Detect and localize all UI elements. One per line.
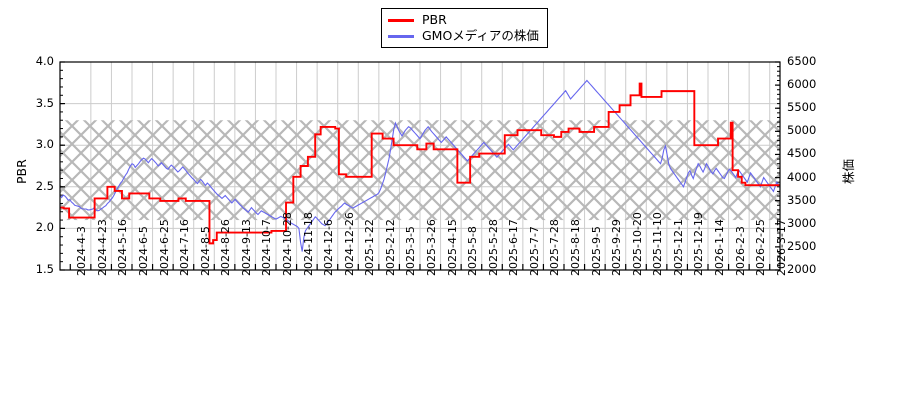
y-axis-right-tick: 2500	[787, 238, 817, 253]
legend-label-stock: GMOメディアの株価	[422, 28, 539, 43]
x-axis-tick-label: 2025-5-28	[486, 219, 500, 276]
y-axis-right-tick: 6000	[787, 77, 817, 92]
x-axis-tick-label: 2025-2-12	[383, 219, 397, 276]
series-line-pbr	[60, 82, 780, 245]
x-axis-tick-label: 2025-9-29	[610, 219, 624, 276]
y-axis-left-tick: 2.0	[35, 220, 54, 235]
y-axis-right-tick: 2000	[787, 262, 817, 276]
x-axis-tick-label: 2024-6-5	[137, 226, 150, 276]
legend-label-pbr: PBR	[422, 12, 447, 27]
series-line-stock	[59, 79, 781, 252]
x-axis-tick-label: 2024-4-23	[95, 219, 109, 276]
x-axis-tick-label: 2025-6-17	[507, 219, 521, 276]
x-axis-tick-label: 2024-10-28	[281, 212, 294, 276]
x-axis-tick-label: 2025-11-10	[651, 212, 665, 276]
plot-frame	[59, 61, 781, 271]
y-axis-right-tick: 3000	[787, 215, 817, 230]
x-axis-tick-label: 2025-12-1	[671, 219, 685, 276]
x-axis-tick-label: 2024-4-3	[75, 226, 89, 276]
y-axis-right-tick: 3500	[787, 192, 817, 207]
x-axis-tick-label: 2025-5-8	[466, 226, 480, 276]
legend-swatch-stock	[388, 34, 414, 38]
y-axis-left-tick: 3.5	[35, 95, 54, 110]
x-axis-tick-label: 2025-7-28	[548, 219, 562, 276]
legend-entry-stock: GMOメディアの株価	[388, 28, 539, 44]
x-axis-tick-label: 2025-4-15	[445, 219, 459, 276]
x-axis-tick-label: 2024-9-13	[239, 219, 253, 276]
y-axis-right-tick: 4500	[787, 146, 817, 161]
y-axis-left-tick: 4.0	[35, 54, 54, 68]
y-axis-right-tick: 5000	[787, 123, 817, 138]
x-axis-tick-label: 2024-8-5	[198, 226, 212, 276]
x-axis-tick-label: 2024-11-18	[301, 212, 315, 276]
legend-swatch-pbr	[388, 18, 414, 22]
x-axis-tick-label: 2024-7-16	[178, 219, 192, 276]
x-axis-tick-label: 2024-10-7	[260, 219, 274, 276]
y-axis-left-tick: 3.0	[35, 137, 54, 152]
x-axis-tick-label: 2024-12-6	[322, 219, 336, 276]
legend-entry-pbr: PBR	[388, 12, 539, 28]
x-axis-tick-label: 2026-2-3	[733, 226, 747, 276]
y-axis-right-tick: 5500	[787, 100, 817, 115]
x-axis-tick-label: 2026-3-17	[774, 219, 788, 276]
x-axis-tick-label: 2026-1-14	[713, 219, 726, 276]
x-axis-tick-label: 2025-7-7	[527, 226, 541, 276]
y-axis-right-tick: 4000	[787, 169, 817, 184]
x-axis-tick-label: 2025-3-5	[404, 226, 418, 276]
x-axis-tick-label: 2026-2-25	[754, 219, 768, 276]
x-axis-tick-label: 2025-8-18	[569, 219, 582, 276]
y-axis-right-tick: 6500	[787, 54, 817, 68]
x-axis-tick-label: 2024-12-26	[342, 212, 356, 276]
x-axis-tick-label: 2024-6-25	[157, 219, 171, 276]
x-axis-tick-label: 2025-12-19	[692, 212, 706, 276]
x-axis-tick-label: 2025-9-5	[589, 226, 603, 276]
x-axis-tick-label: 2025-3-26	[425, 219, 438, 276]
x-axis-tick-label: 2024-8-26	[219, 219, 233, 276]
x-axis-tick-label: 2025-10-20	[630, 212, 644, 276]
chart-legend: PBR GMOメディアの株価	[381, 8, 548, 48]
x-axis-tick-label: 2024-5-16	[116, 219, 130, 276]
x-axis-tick-label: 2025-1-22	[363, 219, 377, 276]
y-axis-left-tick: 1.5	[35, 262, 54, 276]
y-axis-left-tick: 2.5	[35, 178, 54, 193]
